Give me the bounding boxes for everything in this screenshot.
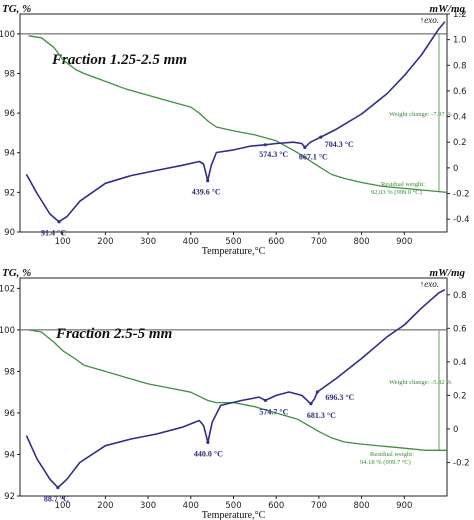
exo-label: ↑exo. [420,15,439,25]
left-tick-label: 100 [0,326,15,336]
x-tick-label: 800 [353,237,369,247]
right-tick-label: 0.6 [453,324,467,334]
peak-marker [206,440,210,444]
left-axis-title: TG, % [2,3,31,15]
tg-curve [28,329,447,451]
x-tick-label: 200 [97,501,113,511]
right-tick-label: 0.2 [453,391,467,401]
x-tick-label: 400 [183,237,199,247]
peak-marker [319,135,323,139]
right-tick-label: 1.2 [453,10,467,20]
fraction-title: Fraction 1.25-2.5 mm [51,52,187,68]
x-axis-title: Temperature,°C [202,246,266,257]
peak-label: 574.7 °C [259,407,288,416]
right-tick-label: -0.2 [453,458,470,468]
weight-change-label: Weight change: -7.97 % [389,111,452,118]
x-tick-label: 900 [396,501,412,511]
left-tick-label: 92 [4,188,15,198]
left-tick-label: 92 [4,492,15,502]
x-tick-label: 300 [140,501,156,511]
peak-label: 91.4 °C [41,229,66,238]
x-tick-label: 500 [225,501,241,511]
peak-label: 440.0 °C [194,449,223,458]
peak-label: 574.3 °C [259,150,288,159]
peak-marker [303,145,307,149]
x-axis-title: Temperature,°C [202,510,266,520]
right-tick-label: 1.0 [453,36,467,46]
left-tick-label: 98 [4,367,15,377]
x-tick-label: 100 [55,501,71,511]
peak-label: 439.6 °C [192,188,221,197]
dsc-curve [25,288,446,489]
peak-marker [263,143,267,147]
peak-label: 667.1 °C [299,152,328,161]
peak-marker [57,220,61,224]
left-tick-label: 90 [4,228,15,238]
left-tick-label: 100 [0,30,15,40]
right-tick-label: 0.4 [453,113,467,123]
x-tick-label: 700 [311,237,327,247]
left-tick-label: 94 [4,450,15,460]
exo-label: ↑exo. [420,279,439,289]
right-tick-label: 0.2 [453,138,467,148]
peak-label: 696.3 °C [325,393,354,402]
x-tick-label: 300 [140,237,156,247]
peak-label: 681.3 °C [307,411,336,420]
left-tick-label: 96 [4,109,15,119]
x-tick-label: 900 [396,237,412,247]
right-tick-label: 0 [453,425,458,435]
residual-weight-label: Residual weight: [370,451,414,458]
plot-frame [19,13,448,233]
residual-weight-label: Residual weight: [381,181,425,188]
x-tick-label: 100 [55,237,71,247]
right-tick-label: -0.2 [453,190,470,200]
weight-change-label: Weight change: -5.82 % [389,379,452,386]
peak-marker [315,390,319,394]
peak-label: 88.7 °C [44,495,69,504]
right-tick-label: 0.8 [453,61,467,71]
peak-label: 704.3 °C [325,140,354,149]
tg-curve [28,35,448,194]
x-tick-label: 200 [97,237,113,247]
peak-marker [263,398,267,403]
right-tick-label: 0.4 [453,358,467,368]
peak-marker [309,402,313,406]
left-tick-label: 102 [0,284,15,294]
x-tick-label: 500 [225,237,241,247]
right-axis-title: mW/mg [430,267,466,279]
fraction-title: Fraction 2.5-5 mm [55,326,172,342]
peak-marker [206,179,210,183]
right-tick-label: -0.4 [453,215,470,225]
chart-panel-1: 100 200 300 400 500 600 700 800 900 90 92 94 96 98 100… [0,3,470,257]
residual-weight-value: 94.18 % (999.7 °C) [360,459,411,466]
left-tick-label: 98 [4,69,15,79]
left-tick-label: 96 [4,409,15,419]
right-axis-title: mW/mg [430,3,466,15]
x-tick-label: 400 [183,501,199,511]
x-tick-label: 700 [311,501,327,511]
right-tick-label: 0 [453,164,458,174]
residual-weight-value: 92.03 % (999.0 °C) [371,189,422,196]
left-axis-title: TG, % [2,267,31,279]
right-tick-label: 0.8 [453,291,467,301]
peak-marker [56,486,60,490]
chart-panel-2: 100 200 300 400 500 600 700 800 900 92 94 96 98 100 10… [0,267,470,520]
x-tick-label: 600 [268,237,284,247]
x-tick-label: 600 [268,501,284,511]
right-tick-label: 0.6 [453,87,467,97]
left-tick-label: 94 [4,149,15,159]
dsc-curve [25,21,446,223]
x-tick-label: 800 [353,501,369,511]
